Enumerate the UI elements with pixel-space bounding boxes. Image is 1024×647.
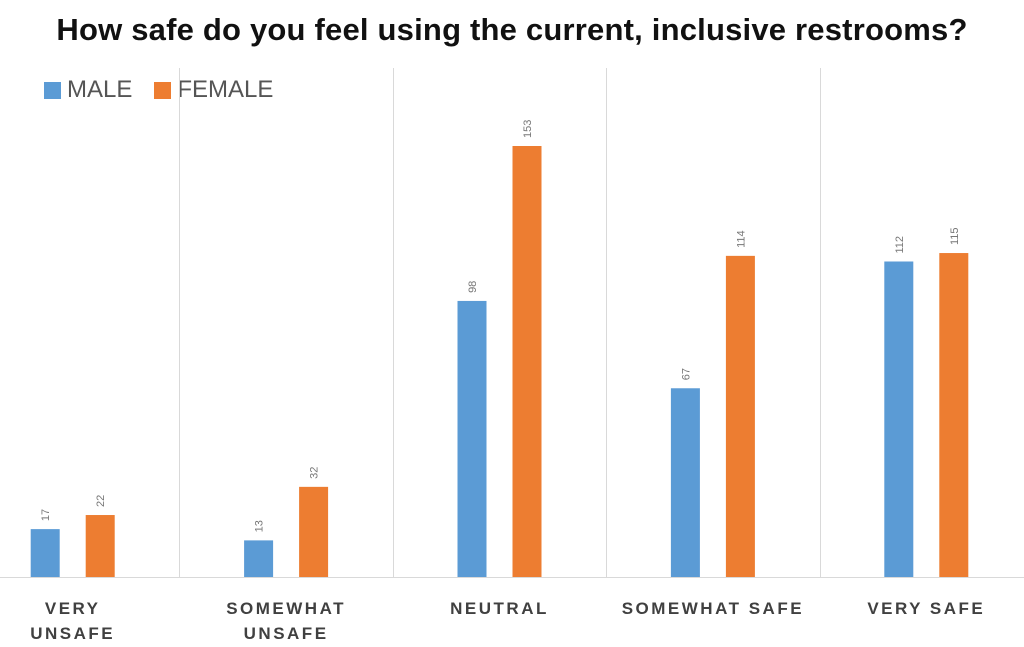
data-label-male: 98	[467, 281, 479, 293]
legend-label-female: FEMALE	[177, 76, 274, 103]
bar-female	[299, 486, 329, 577]
legend: MALE FEMALE	[44, 76, 273, 104]
data-label-male: 112	[894, 236, 906, 254]
legend-item-female: FEMALE	[154, 76, 273, 104]
data-label-male: 67	[680, 368, 692, 380]
bar-male	[884, 261, 914, 577]
chart-title: How safe do you feel using the current, …	[56, 12, 968, 47]
data-label-female: 22	[95, 495, 107, 507]
data-label-male: 17	[40, 509, 52, 521]
category-label: NEUTRAL	[450, 599, 549, 618]
legend-swatch-male	[44, 81, 61, 99]
bar-female	[512, 146, 542, 577]
category-label: VERY SAFE	[867, 599, 986, 618]
legend-swatch-female	[154, 81, 172, 99]
bar-female	[85, 515, 115, 577]
data-label-female: 115	[949, 227, 961, 245]
legend-item-male: MALE	[44, 76, 132, 104]
bar-female	[939, 253, 969, 577]
bar-male	[457, 300, 487, 577]
legend-label-male: MALE	[67, 76, 133, 103]
category-label: SOMEWHAT SAFE	[621, 599, 805, 618]
data-label-female: 153	[522, 120, 534, 138]
data-label-male: 13	[254, 520, 266, 532]
bar-male	[30, 529, 60, 577]
category-label: VERY UNSAFE	[30, 599, 116, 643]
bar-male	[244, 540, 274, 577]
bar-male	[670, 388, 700, 577]
bar-female	[725, 255, 755, 578]
data-label-female: 32	[309, 467, 321, 479]
data-label-female: 114	[735, 230, 747, 248]
category-label: SOMEWHAT UNSAFE	[226, 599, 346, 643]
